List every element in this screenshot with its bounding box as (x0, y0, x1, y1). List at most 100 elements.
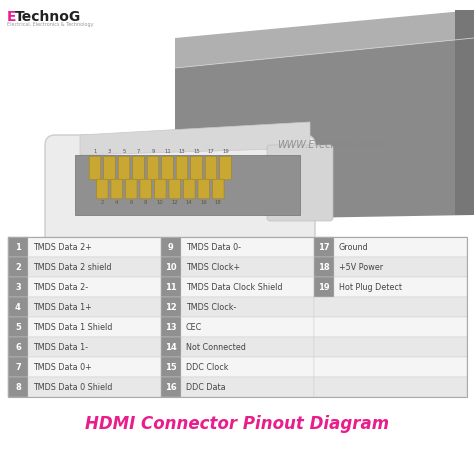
Text: 13: 13 (165, 322, 177, 331)
Text: TMDS Data 0-: TMDS Data 0- (186, 243, 241, 252)
Text: 5: 5 (15, 322, 21, 331)
Text: 6: 6 (15, 343, 21, 352)
FancyBboxPatch shape (212, 179, 224, 199)
Bar (8, 237, 161, 257)
Bar (161, 297, 314, 317)
Text: TMDS Data 0+: TMDS Data 0+ (33, 363, 92, 372)
Text: 12: 12 (172, 200, 178, 205)
Bar (314, 337, 467, 357)
Bar (8, 337, 28, 357)
Bar (161, 337, 181, 357)
Bar (8, 317, 161, 337)
Text: DDC Clock: DDC Clock (186, 363, 228, 372)
Bar (75, 155, 300, 215)
Bar (8, 377, 28, 397)
Bar (8, 237, 28, 257)
Bar (161, 357, 181, 377)
Bar (314, 377, 467, 397)
Text: 5: 5 (122, 149, 126, 154)
Bar (8, 377, 161, 397)
FancyBboxPatch shape (147, 156, 159, 180)
Text: 17: 17 (208, 149, 214, 154)
Bar (161, 277, 181, 297)
Text: TMDS Data 2+: TMDS Data 2+ (33, 243, 92, 252)
FancyBboxPatch shape (191, 156, 202, 180)
Text: TMDS Data 0 Shield: TMDS Data 0 Shield (33, 383, 112, 392)
Bar (8, 317, 28, 337)
Text: TMDS Data 1 Shield: TMDS Data 1 Shield (33, 322, 112, 331)
Text: 9: 9 (151, 149, 155, 154)
Text: TechnoG: TechnoG (15, 10, 81, 24)
Text: 8: 8 (144, 200, 147, 205)
Bar (161, 377, 181, 397)
Text: 15: 15 (193, 149, 200, 154)
Bar (314, 237, 467, 257)
Bar (161, 357, 314, 377)
FancyBboxPatch shape (155, 179, 166, 199)
Bar (8, 277, 161, 297)
Bar (8, 257, 28, 277)
FancyBboxPatch shape (220, 156, 231, 180)
Text: 2: 2 (100, 200, 104, 205)
Bar (8, 297, 161, 317)
FancyBboxPatch shape (45, 135, 315, 245)
FancyBboxPatch shape (118, 156, 130, 180)
Bar (161, 317, 181, 337)
Text: 3: 3 (108, 149, 111, 154)
Bar (8, 357, 28, 377)
FancyBboxPatch shape (183, 179, 195, 199)
Text: 16: 16 (165, 383, 177, 392)
Text: TMDS Data 2 shield: TMDS Data 2 shield (33, 263, 111, 272)
Text: 14: 14 (165, 343, 177, 352)
Polygon shape (175, 10, 474, 68)
Text: 3: 3 (15, 283, 21, 292)
Text: 18: 18 (318, 263, 330, 272)
Text: HDMI Connector Pinout Diagram: HDMI Connector Pinout Diagram (85, 415, 389, 433)
FancyBboxPatch shape (133, 156, 144, 180)
Text: 11: 11 (165, 283, 177, 292)
Bar (8, 237, 467, 397)
FancyBboxPatch shape (205, 156, 217, 180)
Text: 4: 4 (15, 302, 21, 311)
Text: 16: 16 (201, 200, 207, 205)
Bar (314, 357, 467, 377)
Bar (161, 297, 181, 317)
FancyBboxPatch shape (162, 156, 173, 180)
Bar (161, 337, 314, 357)
Text: 1: 1 (15, 243, 21, 252)
Bar (314, 257, 467, 277)
Text: 2: 2 (15, 263, 21, 272)
Text: CEC: CEC (186, 322, 202, 331)
Bar (314, 297, 467, 317)
Text: TMDS Data 2-: TMDS Data 2- (33, 283, 88, 292)
Text: Ground: Ground (339, 243, 369, 252)
Text: E: E (7, 10, 17, 24)
Text: TMDS Data 1-: TMDS Data 1- (33, 343, 88, 352)
Text: 4: 4 (115, 200, 118, 205)
Text: TMDS Clock-: TMDS Clock- (186, 302, 237, 311)
Polygon shape (80, 122, 310, 155)
Text: WWW.ETechnoG.COM: WWW.ETechnoG.COM (277, 140, 383, 150)
FancyBboxPatch shape (140, 179, 152, 199)
Text: TMDS Data 1+: TMDS Data 1+ (33, 302, 92, 311)
Text: Electrical, Electronics & Technology: Electrical, Electronics & Technology (7, 22, 93, 27)
Text: 11: 11 (164, 149, 171, 154)
FancyBboxPatch shape (104, 156, 115, 180)
FancyBboxPatch shape (176, 156, 188, 180)
Text: 12: 12 (165, 302, 177, 311)
Bar (314, 277, 334, 297)
FancyBboxPatch shape (96, 179, 108, 199)
FancyBboxPatch shape (267, 145, 333, 221)
Text: 14: 14 (186, 200, 192, 205)
Text: 15: 15 (165, 363, 177, 372)
Bar (8, 337, 161, 357)
Text: 13: 13 (179, 149, 185, 154)
Bar (314, 317, 467, 337)
Bar (8, 257, 161, 277)
Text: 19: 19 (222, 149, 229, 154)
Polygon shape (175, 38, 474, 220)
Text: 10: 10 (157, 200, 164, 205)
Text: TMDS Data Clock Shield: TMDS Data Clock Shield (186, 283, 283, 292)
Bar (314, 237, 334, 257)
Text: 8: 8 (15, 383, 21, 392)
